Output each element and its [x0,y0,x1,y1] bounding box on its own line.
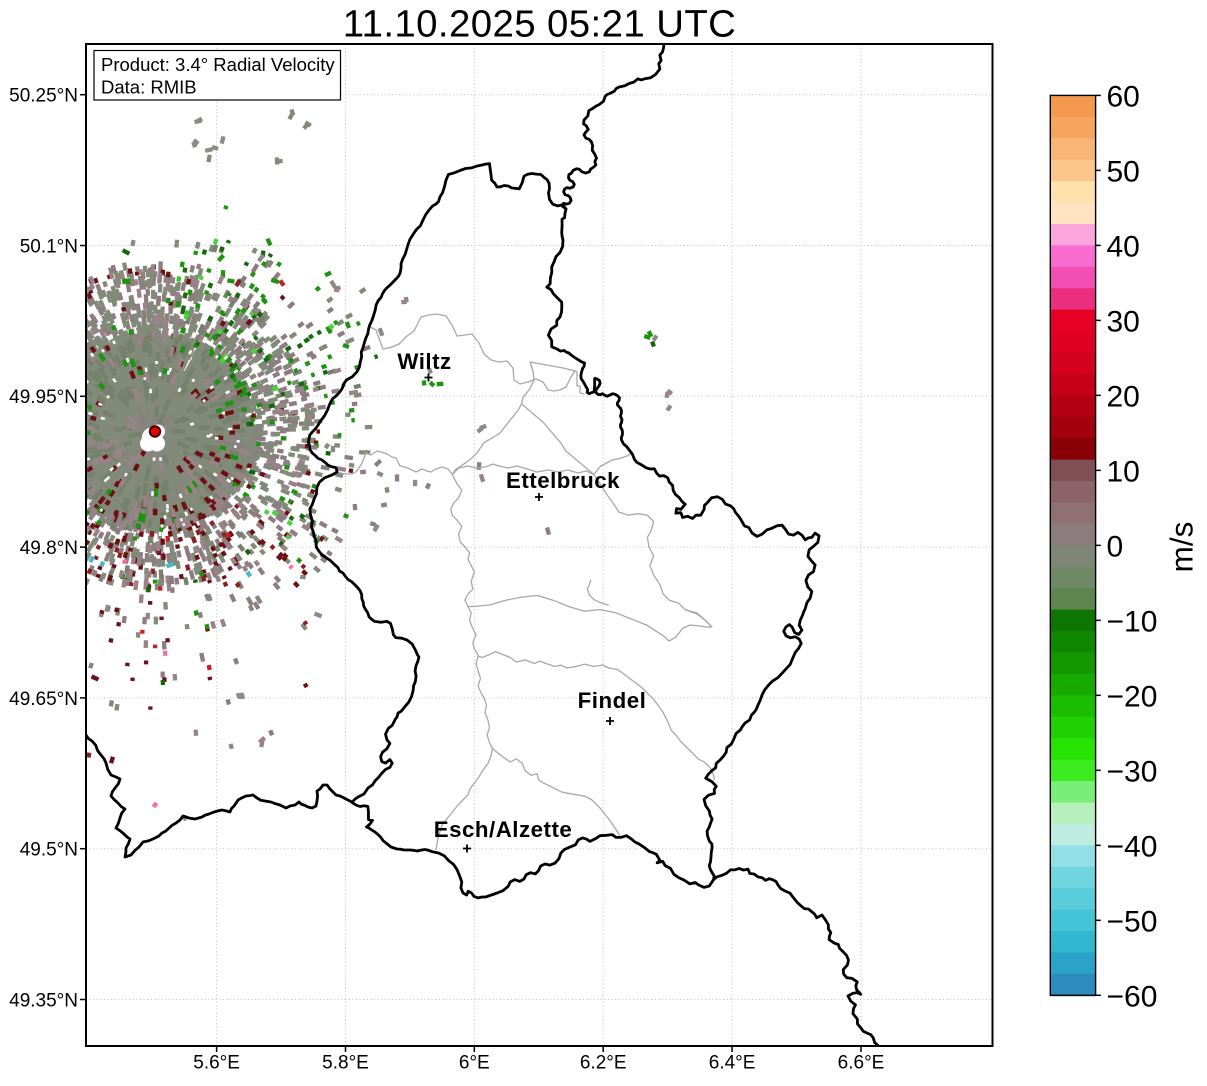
svg-text:Data: RMIB: Data: RMIB [101,76,197,97]
svg-text:6.2°E: 6.2°E [580,1053,627,1074]
svg-text:40: 40 [1107,230,1140,263]
svg-text:20: 20 [1107,380,1140,413]
svg-text:Ettelbruck: Ettelbruck [506,468,620,493]
svg-text:50.25°N: 50.25°N [9,86,78,107]
svg-text:−20: −20 [1107,680,1158,713]
svg-text:−50: −50 [1107,905,1158,938]
svg-text:−60: −60 [1107,980,1158,1013]
svg-text:50: 50 [1107,155,1140,188]
svg-text:50.1°N: 50.1°N [20,236,78,257]
svg-text:6.4°E: 6.4°E [709,1053,756,1074]
svg-text:6°E: 6°E [459,1053,490,1074]
svg-text:30: 30 [1107,305,1140,338]
svg-text:6.6°E: 6.6°E [838,1053,885,1074]
svg-text:m/s: m/s [1164,522,1200,573]
svg-text:−30: −30 [1107,755,1158,788]
svg-text:49.65°N: 49.65°N [9,689,78,710]
svg-text:−40: −40 [1107,830,1158,863]
svg-text:49.95°N: 49.95°N [9,387,78,408]
svg-text:10: 10 [1107,455,1140,488]
svg-text:5.6°E: 5.6°E [193,1053,240,1074]
svg-text:5.8°E: 5.8°E [322,1053,369,1074]
svg-text:60: 60 [1107,80,1140,113]
svg-text:Findel: Findel [578,688,647,713]
svg-text:11.10.2025 05:21 UTC: 11.10.2025 05:21 UTC [343,3,737,46]
svg-text:49.8°N: 49.8°N [20,538,78,559]
svg-text:49.35°N: 49.35°N [9,990,78,1011]
svg-text:Product: 3.4° Radial Velocity: Product: 3.4° Radial Velocity [101,54,335,75]
svg-text:0: 0 [1107,530,1124,563]
svg-text:−10: −10 [1107,605,1158,638]
svg-text:49.5°N: 49.5°N [20,840,78,861]
svg-text:Wiltz: Wiltz [397,349,451,374]
svg-text:Esch/Alzette: Esch/Alzette [434,817,573,842]
